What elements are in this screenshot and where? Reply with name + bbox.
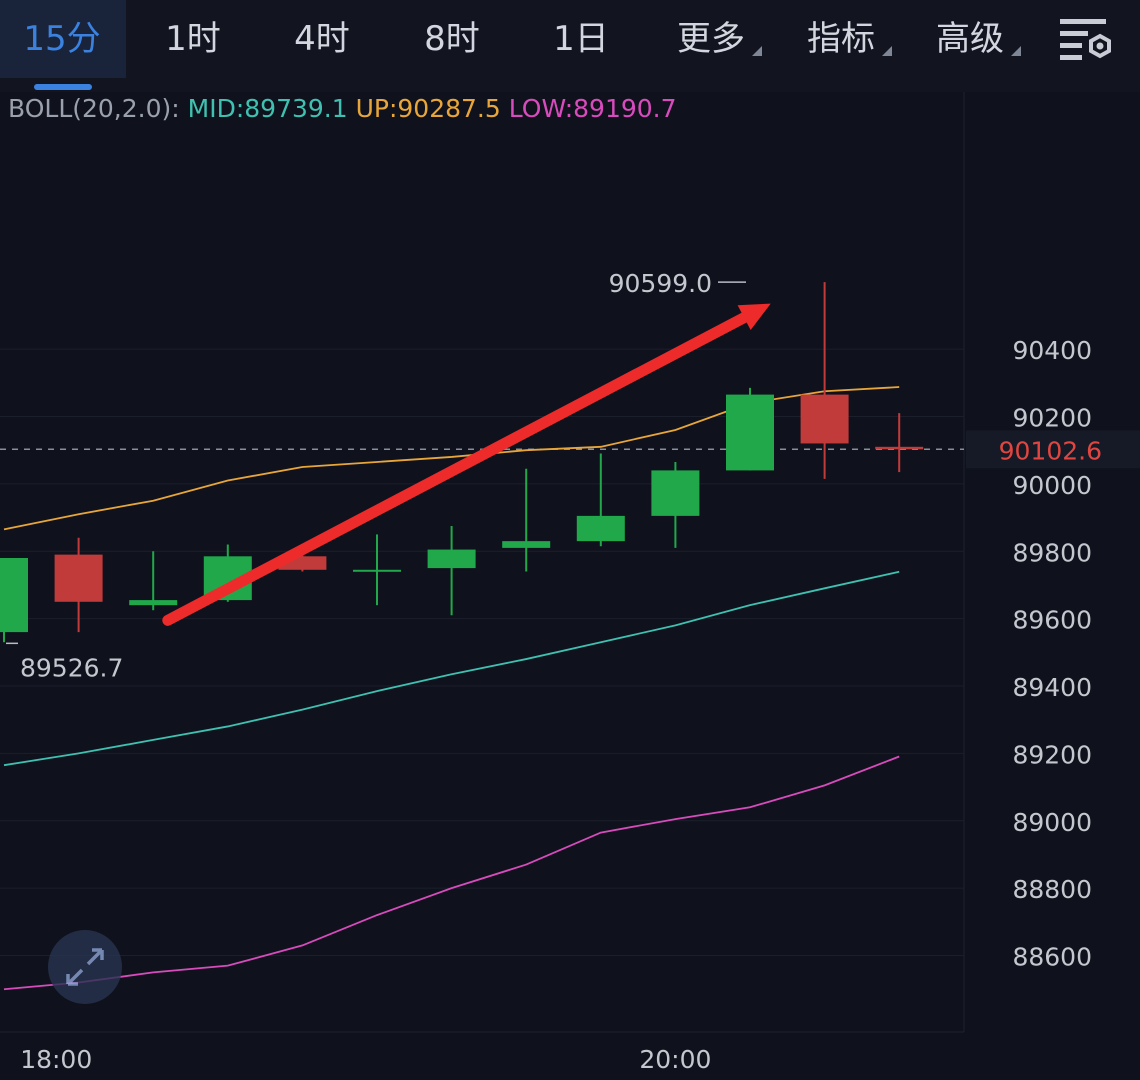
y-tick-label: 89800: [1012, 538, 1092, 567]
candle-body: [129, 600, 178, 606]
tab-label: 指标: [807, 19, 875, 59]
tab-3[interactable]: 4时: [267, 0, 377, 78]
boll-up-value: UP:90287.5: [355, 94, 501, 123]
y-tick-label: 88800: [1012, 875, 1092, 904]
tab-label: 15分: [23, 19, 101, 59]
candle-body: [651, 470, 700, 516]
y-tick-label: 90400: [1012, 336, 1092, 365]
candle-body: [875, 446, 924, 450]
boll-label: BOLL(20,2.0):: [8, 94, 180, 123]
y-tick-label: 89600: [1012, 606, 1092, 635]
expand-chart-button[interactable]: [48, 930, 122, 1004]
y-tick-label: 89400: [1012, 673, 1092, 702]
y-tick-label: 89000: [1012, 808, 1092, 837]
boll-low-value: LOW:89190.7: [508, 94, 677, 123]
candle-body: [0, 557, 28, 633]
chart-settings-icon[interactable]: [1056, 14, 1114, 64]
candle-body: [576, 515, 625, 542]
tab-label: 8时: [424, 19, 480, 59]
tab-6[interactable]: 更多: [656, 0, 766, 78]
active-tab-indicator: [34, 84, 92, 90]
candlestick-chart[interactable]: 88600 88800 89000 89200 89400 89600 89800 90000…: [0, 92, 1140, 1080]
tab-7[interactable]: 指标: [786, 0, 896, 78]
candle-body: [502, 541, 551, 548]
tab-1[interactable]: 15分: [0, 0, 126, 78]
dropdown-triangle-icon: [752, 46, 762, 56]
current-price-box: [966, 430, 1140, 469]
tab-4[interactable]: 8时: [397, 0, 507, 78]
tab-label: 更多: [677, 19, 745, 59]
dropdown-triangle-icon: [1011, 46, 1021, 56]
candle-body: [800, 394, 849, 444]
boll-lower-line: [3, 755, 900, 991]
y-tick-label: 90000: [1012, 471, 1092, 500]
tab-8[interactable]: 高级: [915, 0, 1025, 78]
y-tick-label: 90200: [1012, 403, 1092, 432]
tab-label: 4时: [294, 19, 350, 59]
tab-2[interactable]: 1时: [138, 0, 248, 78]
boll-mid-line: [3, 570, 900, 767]
candle-body: [353, 569, 401, 572]
low-price-label: 89526.7: [20, 653, 123, 682]
trend-arrow-head: [737, 303, 771, 330]
candle-body: [726, 394, 774, 471]
candle-body: [54, 554, 103, 602]
tab-5[interactable]: 1日: [526, 0, 636, 78]
dropdown-triangle-icon: [882, 46, 892, 56]
current-price-label: 90102.6: [999, 436, 1102, 465]
y-tick-label: 88600: [1012, 943, 1092, 972]
x-tick-label: 20:00: [639, 1045, 711, 1074]
boll-legend: BOLL(20,2.0): MID:89739.1 UP:90287.5 LOW…: [8, 94, 677, 123]
expand-arrows-icon: [66, 948, 104, 986]
tab-label: 高级: [936, 19, 1004, 59]
x-tick-label: 18:00: [20, 1045, 92, 1074]
boll-mid-value: MID:89739.1: [187, 94, 348, 123]
y-tick-label: 89200: [1012, 740, 1092, 769]
candle-body: [427, 549, 476, 569]
high-price-label: 90599.0: [609, 269, 712, 298]
tab-label: 1时: [165, 19, 221, 59]
timeframe-tab-bar: 15分 1时 4时 8时 1日 更多 指标 高级: [0, 0, 1140, 92]
trend-arrow-shaft: [162, 312, 750, 626]
tab-label: 1日: [553, 19, 609, 59]
